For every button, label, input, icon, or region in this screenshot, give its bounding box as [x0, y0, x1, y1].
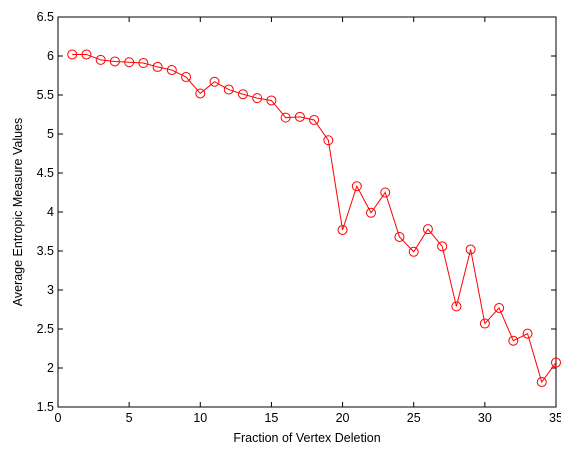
data-point-marker — [237, 89, 248, 100]
data-point-marker — [366, 207, 377, 218]
y-axis-ticks: 1.5 2 2.5 3 3.5 4 4.5 5 5.5 6 6.5 — [37, 10, 556, 414]
data-point-marker — [138, 58, 149, 69]
y-axis-label: Average Entropic Measure Values — [11, 118, 25, 307]
data-point-marker — [124, 57, 135, 68]
plot-area — [57, 16, 557, 408]
data-point-marker — [465, 244, 476, 255]
x-tick-label: 0 — [55, 411, 62, 425]
data-point-marker — [422, 224, 433, 235]
x-tick-label: 25 — [407, 411, 421, 425]
x-tick-label: 20 — [336, 411, 350, 425]
x-tick-label: 5 — [126, 411, 133, 425]
y-tick-label: 5 — [47, 127, 54, 141]
data-point-marker — [394, 231, 405, 242]
y-tick-label: 6 — [47, 49, 54, 63]
data-point-marker — [437, 241, 448, 252]
y-tick-label: 1.5 — [37, 400, 54, 414]
data-point-marker — [494, 302, 505, 313]
y-tick-label: 2.5 — [37, 322, 54, 336]
x-tick-label: 10 — [193, 411, 207, 425]
x-axis-label: Fraction of Vertex Deletion — [233, 431, 380, 445]
data-point-marker — [408, 246, 419, 257]
data-point-marker — [95, 54, 106, 65]
series-layer — [67, 49, 561, 388]
data-point-marker — [309, 114, 320, 125]
data-point-marker — [181, 72, 192, 83]
data-point-marker — [209, 76, 220, 87]
data-point-marker — [479, 318, 490, 329]
data-point-marker — [337, 224, 348, 235]
data-point-marker — [152, 61, 163, 72]
data-point-marker — [451, 301, 462, 312]
y-tick-label: 4.5 — [37, 166, 54, 180]
data-point-marker — [280, 112, 291, 123]
x-tick-label: 15 — [264, 411, 278, 425]
data-point-marker — [351, 181, 362, 192]
data-point-marker — [109, 56, 120, 67]
y-tick-label: 2 — [47, 361, 54, 375]
data-point-marker — [522, 328, 533, 339]
data-point-marker — [266, 95, 277, 106]
data-point-marker — [536, 377, 547, 388]
x-axis-ticks: 0 5 10 15 20 25 30 35 — [55, 17, 561, 425]
x-tick-label: 35 — [549, 411, 561, 425]
data-point-marker — [223, 84, 234, 95]
data-point-marker — [380, 187, 391, 198]
y-tick-label: 6.5 — [37, 10, 54, 24]
y-tick-label: 3 — [47, 283, 54, 297]
data-point-marker — [508, 335, 519, 346]
y-tick-label: 4 — [47, 205, 54, 219]
data-point-marker — [195, 88, 206, 99]
data-point-marker — [252, 93, 263, 104]
x-tick-label: 30 — [478, 411, 492, 425]
data-point-marker — [81, 49, 92, 60]
y-tick-label: 5.5 — [37, 88, 54, 102]
y-tick-label: 3.5 — [37, 244, 54, 258]
data-point-marker — [294, 111, 305, 122]
data-point-marker — [166, 65, 177, 76]
data-point-marker — [67, 49, 78, 60]
data-point-marker — [323, 135, 334, 146]
